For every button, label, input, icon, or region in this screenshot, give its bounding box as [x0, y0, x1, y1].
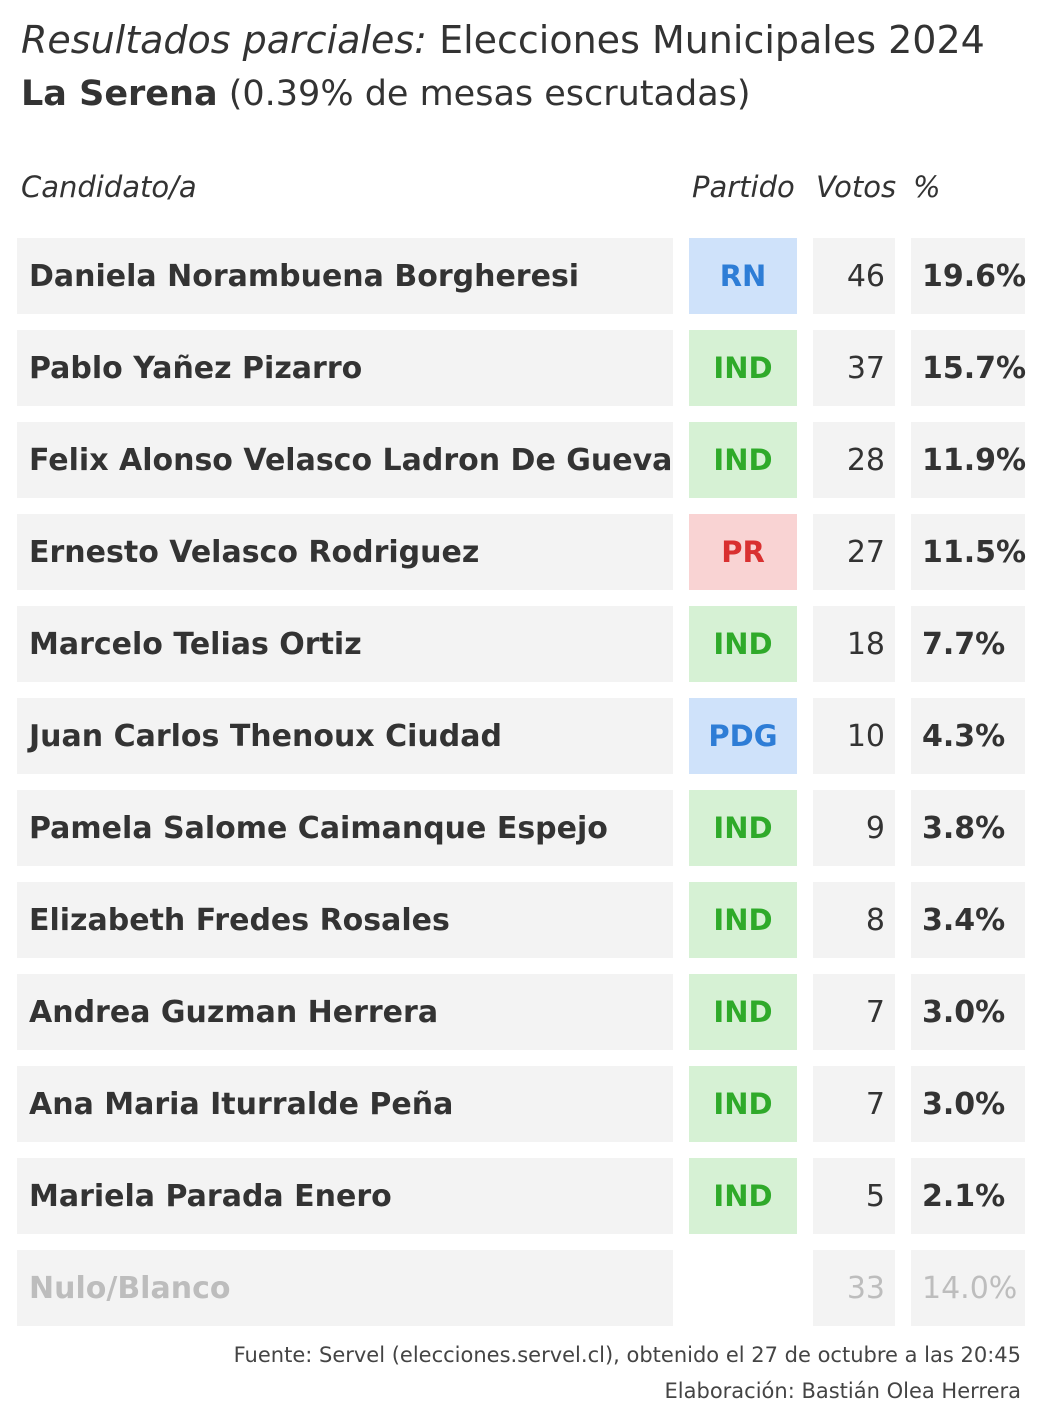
table-row: Juan Carlos Thenoux Ciudad PDG 10 4.3% [0, 698, 1042, 774]
candidate-name: Juan Carlos Thenoux Ciudad [17, 698, 673, 774]
vote-percent: 2.1% [911, 1158, 1025, 1234]
table-row: Daniela Norambuena Borgheresi RN 46 19.6% [0, 238, 1042, 314]
vote-count: 7 [813, 1066, 895, 1142]
party-badge: RN [689, 238, 797, 314]
table-row: Andrea Guzman Herrera IND 7 3.0% [0, 974, 1042, 1050]
table-row-null-blank: Nulo/Blanco 33 14.0% [0, 1250, 1042, 1326]
header-party: Partido [692, 170, 795, 204]
party-badge: IND [689, 422, 797, 498]
party-badge: IND [689, 330, 797, 406]
candidate-name: Pablo Yañez Pizarro [17, 330, 673, 406]
vote-count: 5 [813, 1158, 895, 1234]
table-row: Ana Maria Iturralde Peña IND 7 3.0% [0, 1066, 1042, 1142]
title-main: Elecciones Municipales 2024 [439, 18, 985, 62]
header-candidate: Candidato/a [21, 170, 197, 204]
party-badge: PR [689, 514, 797, 590]
candidate-name: Pamela Salome Caimanque Espejo [17, 790, 673, 866]
source-note: Fuente: Servel (elecciones.servel.cl), o… [233, 1343, 1021, 1367]
vote-count: 27 [813, 514, 895, 590]
candidate-name: Felix Alonso Velasco Ladron De Guevara [17, 422, 673, 498]
credit-note: Elaboración: Bastián Olea Herrera [664, 1379, 1021, 1403]
commune-name: La Serena [21, 74, 218, 114]
party-badge: IND [689, 1066, 797, 1142]
party-badge: PDG [689, 698, 797, 774]
party-badge: IND [689, 974, 797, 1050]
party-badge: IND [689, 1158, 797, 1234]
candidate-name: Marcelo Telias Ortiz [17, 606, 673, 682]
table-row: Mariela Parada Enero IND 5 2.1% [0, 1158, 1042, 1234]
table-row: Felix Alonso Velasco Ladron De Guevara IN… [0, 422, 1042, 498]
vote-count: 46 [813, 238, 895, 314]
vote-count: 28 [813, 422, 895, 498]
candidate-name: Mariela Parada Enero [17, 1158, 673, 1234]
vote-count: 37 [813, 330, 895, 406]
vote-percent: 14.0% [911, 1250, 1025, 1326]
table-row: Marcelo Telias Ortiz IND 18 7.7% [0, 606, 1042, 682]
vote-percent: 19.6% [911, 238, 1026, 314]
vote-count: 7 [813, 974, 895, 1050]
table-row: Elizabeth Fredes Rosales IND 8 3.4% [0, 882, 1042, 958]
scrutiny-detail: (0.39% de mesas escrutadas) [228, 74, 751, 114]
vote-percent: 7.7% [911, 606, 1025, 682]
table-header: Candidato/a Partido Votos % [0, 166, 1042, 210]
candidate-name: Ana Maria Iturralde Peña [17, 1066, 673, 1142]
party-badge: IND [689, 790, 797, 866]
page-title: Resultados parciales: Elecciones Municip… [21, 14, 985, 66]
vote-count: 33 [813, 1250, 895, 1326]
header-percent: % [913, 170, 941, 204]
party-badge [689, 1250, 797, 1326]
vote-percent: 3.8% [911, 790, 1025, 866]
vote-count: 18 [813, 606, 895, 682]
vote-percent: 3.0% [911, 1066, 1025, 1142]
vote-percent: 4.3% [911, 698, 1025, 774]
vote-count: 10 [813, 698, 895, 774]
table-row: Pamela Salome Caimanque Espejo IND 9 3.8% [0, 790, 1042, 866]
party-badge: IND [689, 606, 797, 682]
results-table: Daniela Norambuena Borgheresi RN 46 19.6% Pa… [0, 238, 1042, 1342]
header-votes: Votos [816, 170, 897, 204]
vote-count: 8 [813, 882, 895, 958]
vote-percent: 3.0% [911, 974, 1025, 1050]
table-row: Ernesto Velasco Rodriguez PR 27 11.5% [0, 514, 1042, 590]
candidate-name: Daniela Norambuena Borgheresi [17, 238, 673, 314]
candidate-name: Andrea Guzman Herrera [17, 974, 673, 1050]
candidate-name: Ernesto Velasco Rodriguez [17, 514, 673, 590]
vote-percent: 15.7% [911, 330, 1026, 406]
candidate-name: Nulo/Blanco [17, 1250, 673, 1326]
vote-percent: 3.4% [911, 882, 1025, 958]
vote-count: 9 [813, 790, 895, 866]
candidate-name: Elizabeth Fredes Rosales [17, 882, 673, 958]
page-subtitle: La Serena (0.39% de mesas escrutadas) [21, 68, 751, 120]
vote-percent: 11.5% [911, 514, 1026, 590]
table-row: Pablo Yañez Pizarro IND 37 15.7% [0, 330, 1042, 406]
vote-percent: 11.9% [911, 422, 1026, 498]
party-badge: IND [689, 882, 797, 958]
title-prefix: Resultados parciales: [21, 18, 427, 62]
